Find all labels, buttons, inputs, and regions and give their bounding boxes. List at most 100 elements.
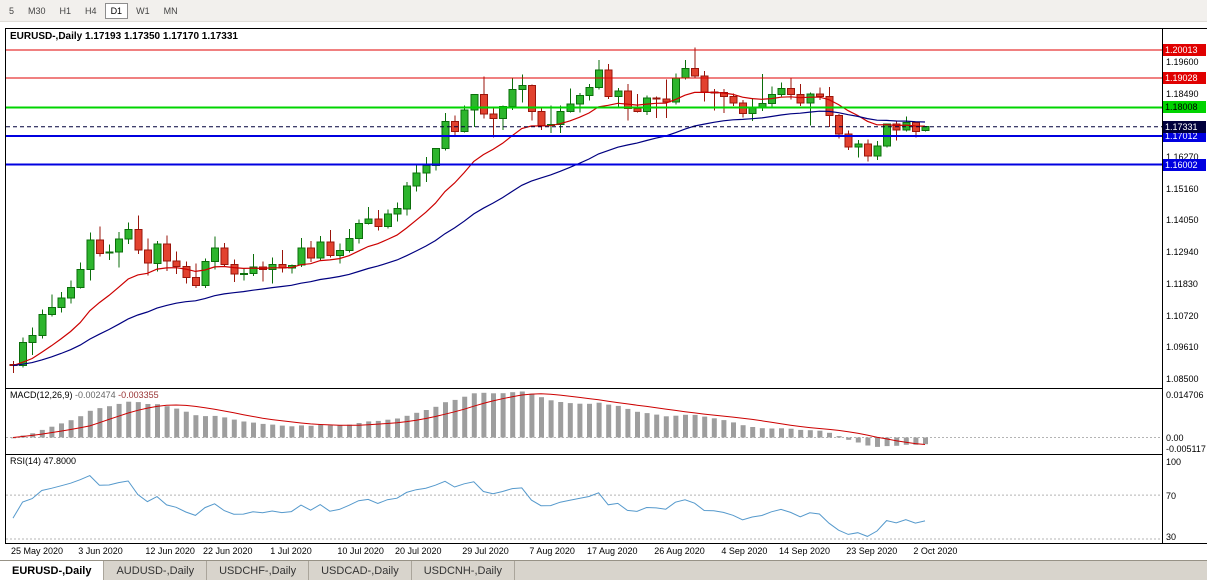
- macd-histogram-bar: [769, 428, 775, 438]
- macd-histogram-bar: [395, 418, 400, 438]
- tab-usdcad-daily[interactable]: USDCAD-,Daily: [309, 561, 412, 580]
- rsi-canvas[interactable]: [6, 455, 1162, 541]
- candle-body: [105, 251, 114, 254]
- candle-body: [355, 223, 364, 240]
- macd-histogram-bar: [865, 437, 871, 446]
- right-axis: 1.19600 1.18490 1.16270 1.15160 1.14050 1.129…: [1163, 29, 1207, 543]
- candle-body: [76, 268, 85, 288]
- price-chart-canvas[interactable]: [6, 29, 1162, 389]
- macd-histogram-bar: [135, 402, 141, 438]
- price-tick-label: 1.08500: [1166, 374, 1199, 384]
- candle-body: [374, 218, 383, 227]
- macd-histogram-bar: [519, 391, 525, 438]
- candle-body: [777, 88, 786, 96]
- price-tick-label: 1.10720: [1166, 310, 1199, 321]
- macd-histogram-bar: [126, 401, 132, 438]
- chart-window: EURUSD-,Daily 1.17193 1.17350 1.17170 1.…: [5, 28, 1207, 544]
- candle-body: [57, 297, 66, 308]
- macd-histogram-bar: [798, 429, 804, 438]
- candle-body: [835, 115, 844, 135]
- candle-body: [614, 90, 623, 97]
- macd-histogram-bar: [529, 393, 535, 438]
- macd-histogram-bar: [615, 405, 621, 438]
- candle-body: [527, 84, 536, 112]
- candle-body: [182, 265, 191, 278]
- macd-histogram-bar: [471, 393, 477, 438]
- tab-usdchf-daily[interactable]: USDCHF-,Daily: [207, 561, 310, 580]
- date-label: 26 Aug 2020: [654, 546, 705, 556]
- macd-histogram-bar: [587, 403, 592, 438]
- candle-body: [28, 335, 37, 344]
- macd-pane[interactable]: MACD(12,26,9) -0.002474 -0.003355: [6, 389, 1162, 455]
- candle-body: [623, 90, 632, 110]
- candle-body: [230, 263, 239, 275]
- macd-histogram-bar: [721, 420, 727, 438]
- candle-body: [249, 266, 258, 275]
- tab-audusd-daily[interactable]: AUDUSD-,Daily: [104, 561, 208, 580]
- macd-histogram-bar: [356, 423, 362, 438]
- price-tick-label: 1.15160: [1166, 183, 1199, 194]
- macd-histogram-bar: [289, 426, 295, 438]
- date-label: 25 May 2020: [11, 546, 64, 556]
- macd-canvas[interactable]: [6, 389, 1162, 455]
- candle-body: [163, 243, 172, 262]
- chart-panes: EURUSD-,Daily 1.17193 1.17350 1.17170 1.…: [6, 29, 1163, 543]
- candle-body: [316, 241, 325, 259]
- tab-eurusd-daily[interactable]: EURUSD-,Daily: [0, 561, 105, 580]
- candle-body: [873, 145, 882, 157]
- macd-histogram-bar: [596, 402, 602, 438]
- candle-body: [489, 113, 498, 120]
- date-label: 3 Jun 2020: [78, 546, 123, 556]
- candle-body: [806, 93, 815, 104]
- macd-histogram-bar: [539, 397, 544, 438]
- macd-histogram-bar: [740, 425, 746, 438]
- candle-body: [393, 208, 402, 215]
- macd-histogram-bar: [279, 425, 285, 438]
- macd-histogram-bar: [654, 414, 660, 438]
- macd-histogram-bar: [635, 411, 640, 438]
- macd-histogram-bar: [846, 437, 852, 440]
- candle-body: [470, 93, 479, 111]
- rsi-axis-label: 70: [1166, 491, 1177, 502]
- macd-histogram-bar: [385, 419, 391, 438]
- macd-histogram-bar: [481, 392, 487, 438]
- price-tick-label: 1.16270: [1166, 152, 1199, 162]
- macd-histogram-bar: [308, 425, 314, 438]
- macd-histogram-bar: [548, 400, 554, 438]
- candle-body: [124, 228, 133, 240]
- macd-histogram-bar: [260, 423, 266, 438]
- timeframe-button-d1[interactable]: D1: [104, 2, 129, 19]
- timeframe-button-m30[interactable]: M30: [28, 5, 46, 16]
- rsi-pane[interactable]: RSI(14) 47.8000: [6, 455, 1162, 541]
- candle-body: [211, 247, 220, 263]
- price-tick-label: 1.18490: [1166, 88, 1199, 99]
- candle-body: [499, 106, 508, 119]
- macd-histogram-bar: [414, 412, 420, 438]
- timeframe-button-mn[interactable]: MN: [163, 5, 178, 16]
- macd-histogram-bar: [923, 437, 928, 445]
- macd-histogram-bar: [443, 402, 448, 438]
- macd-histogram-bar: [817, 430, 823, 438]
- timeframe-button-5[interactable]: 5: [9, 5, 15, 16]
- support-line-upper-badge: 1.17012: [1163, 129, 1206, 142]
- date-label: 2 Oct 2020: [913, 546, 958, 556]
- macd-axis-label: -0.005117: [1166, 444, 1206, 455]
- candle-body: [796, 93, 805, 104]
- date-label: 20 Jul 2020: [395, 546, 442, 556]
- ma-slow-line: [12, 110, 926, 367]
- tab-usdcnh-daily[interactable]: USDCNH-,Daily: [412, 561, 515, 580]
- price-axis: 1.19600 1.18490 1.16270 1.15160 1.14050 1.129…: [1163, 29, 1207, 389]
- macd-histogram-bar: [59, 423, 64, 438]
- pivot-line-badge: 1.18008: [1163, 101, 1206, 114]
- timeframe-button-h4[interactable]: H4: [85, 5, 97, 16]
- macd-histogram-bar: [731, 422, 736, 438]
- macd-histogram-bar: [827, 432, 832, 438]
- price-pane[interactable]: EURUSD-,Daily 1.17193 1.17350 1.17170 1.…: [6, 29, 1162, 389]
- candle-body: [297, 247, 306, 266]
- macd-histogram-bar: [567, 403, 573, 438]
- timeframe-button-h1[interactable]: H1: [59, 5, 72, 16]
- macd-histogram-bar: [251, 422, 256, 438]
- timeframe-button-w1[interactable]: W1: [136, 5, 150, 16]
- macd-histogram-bar: [894, 437, 900, 446]
